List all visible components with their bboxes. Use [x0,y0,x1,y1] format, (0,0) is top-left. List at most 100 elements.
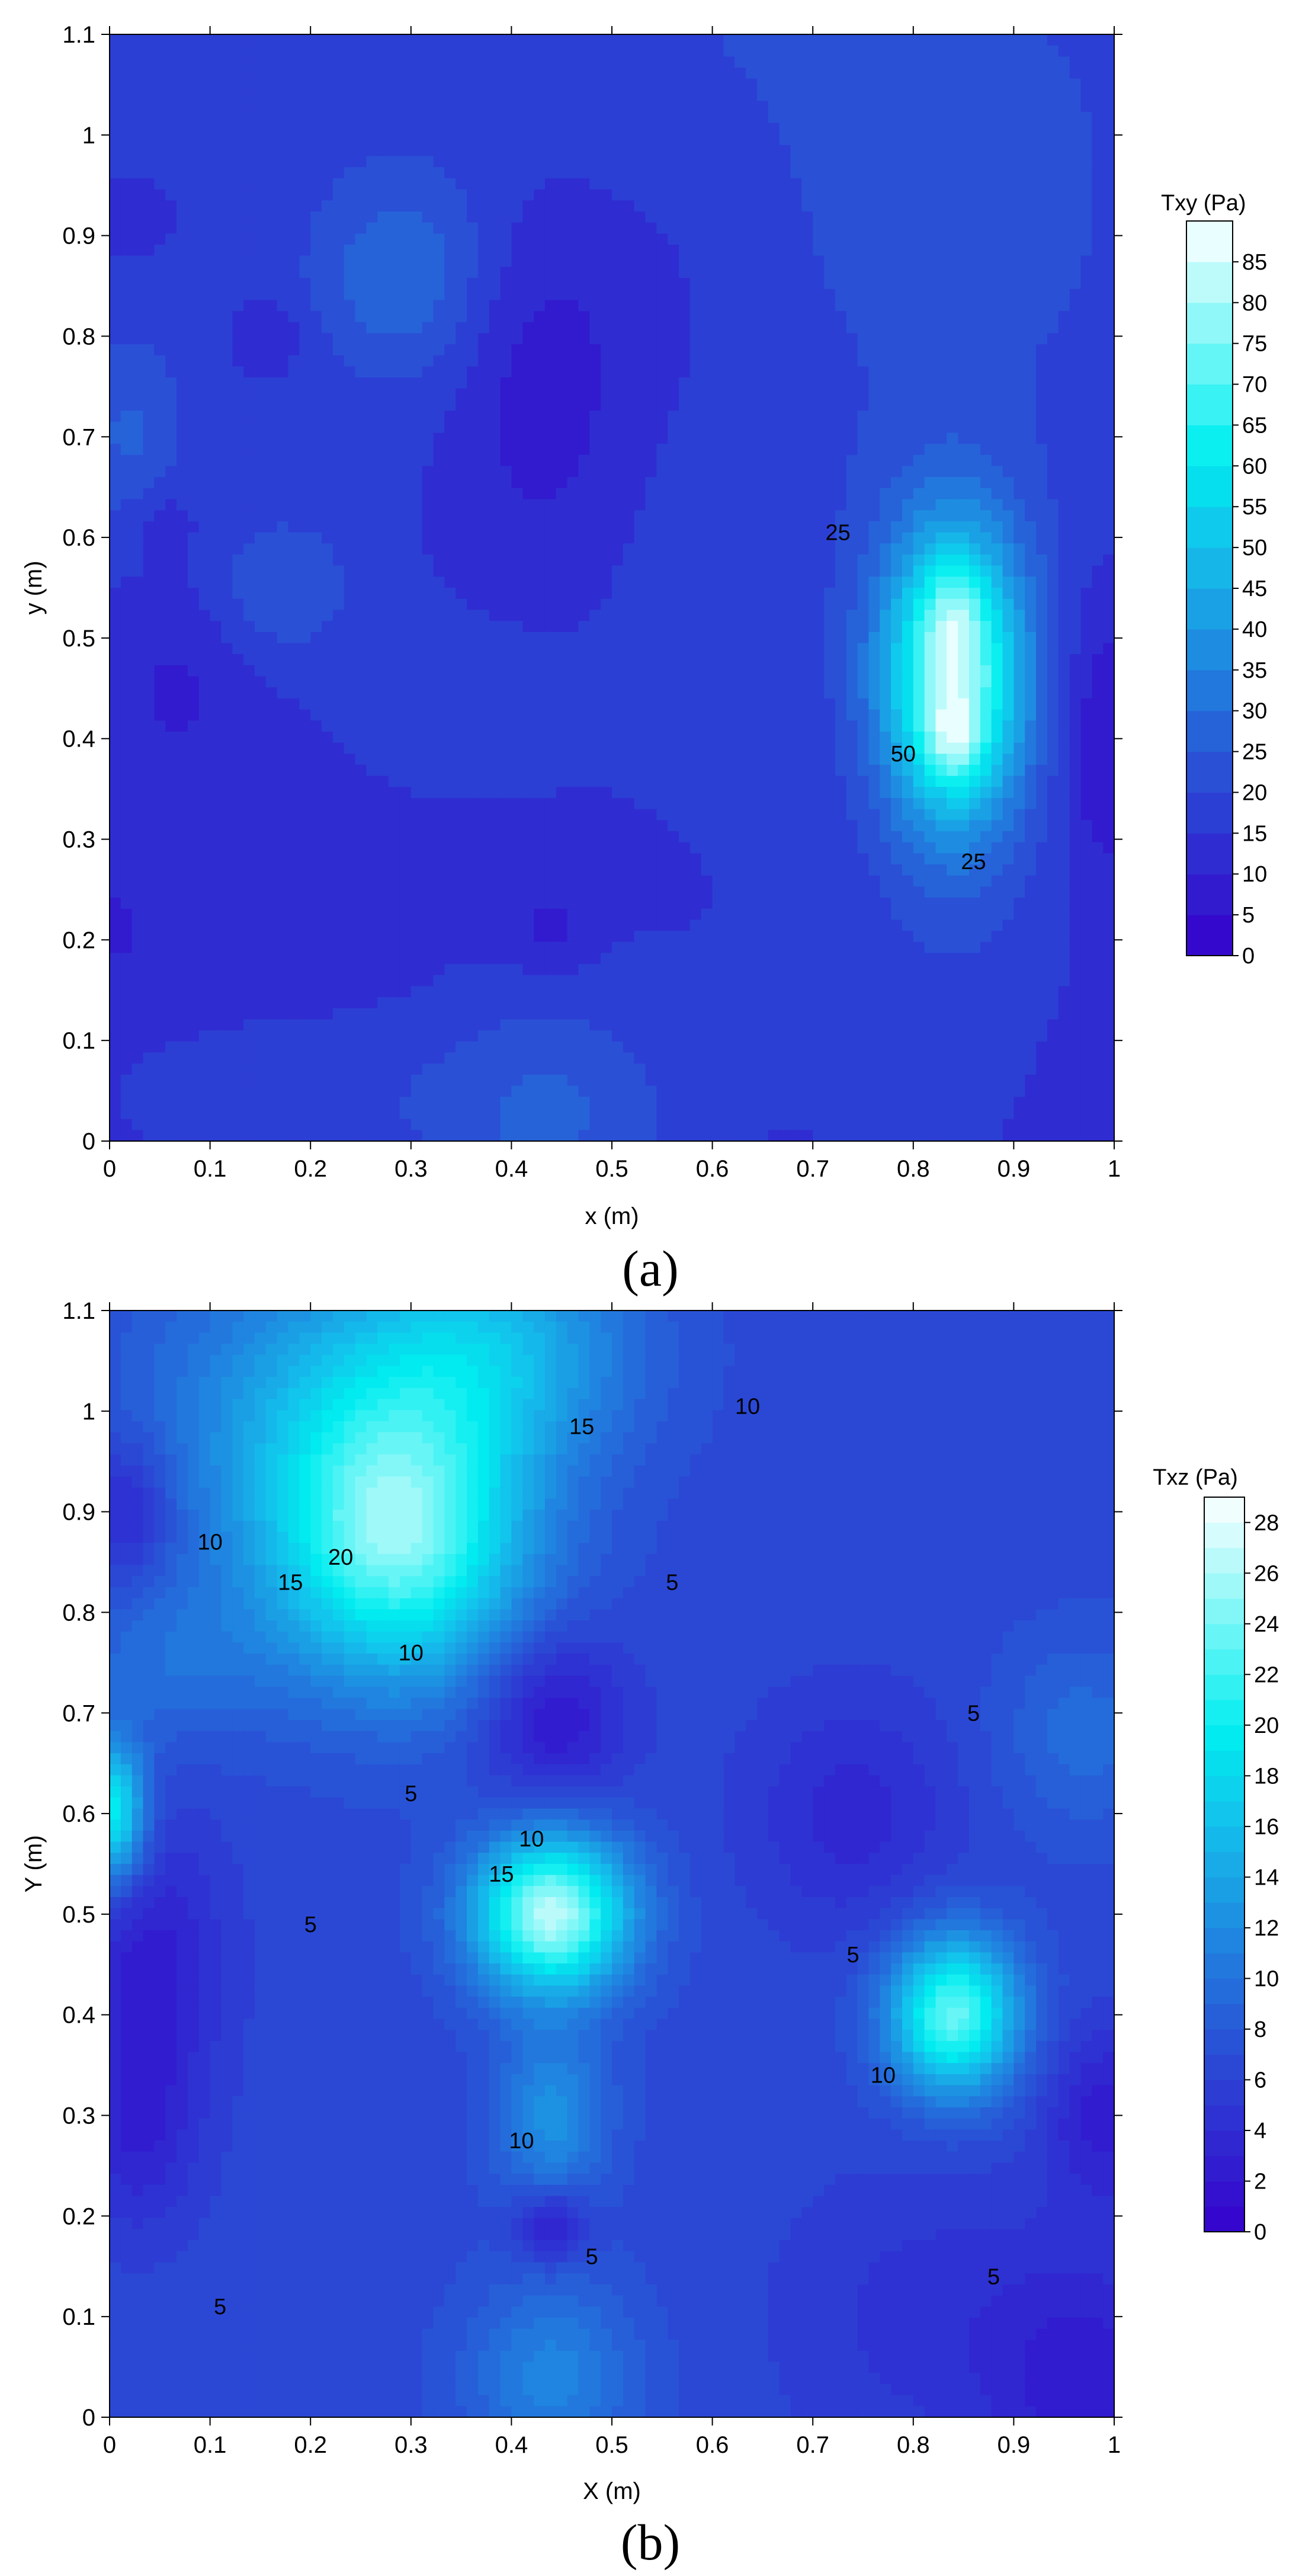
contour-cell [589,565,601,577]
contour-cell [634,255,646,267]
contour-cell [1013,322,1025,334]
contour-cell [410,355,423,367]
contour-cell [589,145,601,157]
contour-cell [1092,145,1104,157]
contour-cell [1047,466,1059,478]
contour-cell [790,366,802,378]
contour-cell [1047,68,1059,79]
contour-cell [913,377,925,389]
contour-cell [511,277,523,290]
contour-cell [668,68,679,79]
contour-cell [177,167,188,179]
contour-cell [243,167,255,179]
contour-cell [322,377,333,389]
contour-cell [623,366,635,378]
contour-cell [567,388,579,401]
contour-cell [500,68,512,79]
contour-cell [958,244,970,257]
contour-cell [389,267,400,278]
contour-cell [377,101,389,113]
contour-cell [322,89,333,101]
contour-cell [712,432,724,444]
contour-cell [1002,399,1014,411]
contour-cell [601,56,612,68]
contour-cell [243,643,255,655]
contour-cell [824,233,836,245]
contour-cell [355,244,367,257]
contour-cell [924,56,936,68]
contour-cell [254,521,267,533]
contour-cell [377,233,389,245]
contour-cell [477,300,490,312]
contour-cell [790,432,802,444]
contour-cell [344,366,356,378]
contour-cell [857,621,870,633]
contour-cell [410,45,423,57]
contour-cell [779,167,791,179]
contour-cell [1103,477,1115,489]
contour-cell [1002,156,1014,168]
contour-cell [1036,178,1048,190]
contour-cell [980,610,992,621]
contour-cell [131,145,144,157]
contour-cell [355,565,367,577]
contour-cell [880,532,891,544]
contour-cell [456,344,467,356]
contour-cell [355,588,367,600]
contour-cell [544,189,557,201]
contour-cell [1092,289,1104,300]
contour-cell [165,598,177,610]
contour-cell [756,466,769,478]
contour-cell [1103,366,1115,378]
contour-cell [612,134,624,146]
contour-cell [947,244,958,257]
contour-cell [120,134,133,146]
contour-cell [355,189,367,201]
contour-cell [567,134,579,146]
contour-cell [444,68,456,79]
contour-cell [477,554,490,566]
contour-cell [544,300,557,312]
contour-cell [511,388,523,401]
contour-cell [1002,123,1014,134]
contour-cell [1069,466,1082,478]
contour-cell [623,211,635,223]
contour-cell [288,366,300,378]
contour-cell [198,421,211,434]
contour-cell [578,366,590,378]
contour-cell [790,466,802,478]
contour-cell [232,56,244,68]
contour-cell [410,255,423,267]
contour-cell [221,355,233,367]
contour-cell [110,610,121,621]
contour-cell [746,111,758,124]
contour-cell [444,178,456,190]
contour-cell [299,156,311,168]
contour-cell [500,643,512,655]
contour-cell [701,167,713,179]
contour-cell [824,123,836,134]
contour-cell [902,411,914,422]
contour-cell [355,355,367,367]
contour-cell [1002,444,1014,456]
contour-cell [902,466,914,478]
contour-cell [310,311,322,323]
contour-cell [243,156,255,168]
contour-cell [1103,89,1115,101]
contour-cell [913,244,925,257]
contour-cell [701,377,713,389]
contour-cell [846,200,858,212]
contour-cell [1058,68,1070,79]
contour-cell [344,89,356,101]
contour-cell [601,189,612,201]
contour-cell [310,134,322,146]
contour-cell [980,554,992,566]
contour-cell [332,477,345,489]
contour-cell [880,311,891,323]
contour-cell [768,267,780,278]
contour-cell [723,322,735,334]
contour-cell [813,421,825,434]
contour-cell [544,145,557,157]
contour-cell [1036,123,1048,134]
contour-cell [456,588,467,600]
